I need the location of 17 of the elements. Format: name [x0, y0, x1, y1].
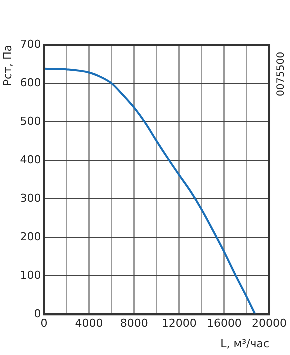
y-axis-title: Pст, Па — [1, 45, 14, 86]
x-tick-label: 8000 — [120, 317, 148, 330]
x-tick-label: 20000 — [252, 317, 288, 330]
x-tick-label: 4000 — [75, 317, 104, 330]
y-tick-label: 400 — [20, 153, 42, 166]
y-tick-label: 100 — [20, 268, 42, 282]
line-series — [44, 68, 256, 315]
x-tick-label: 16000 — [206, 317, 242, 330]
y-tick-label: 0 — [34, 307, 42, 320]
y-tick-label: 200 — [20, 230, 42, 244]
text: 0075500 — [276, 52, 287, 97]
x-tick-label: 12000 — [162, 317, 197, 330]
x-axis-title: L, м³/час — [220, 337, 270, 350]
y-tick-label: 300 — [20, 192, 42, 205]
y-tick-label: 500 — [20, 114, 42, 128]
y-tick-label: 700 — [20, 38, 42, 51]
y-tick-label: 600 — [20, 76, 42, 90]
